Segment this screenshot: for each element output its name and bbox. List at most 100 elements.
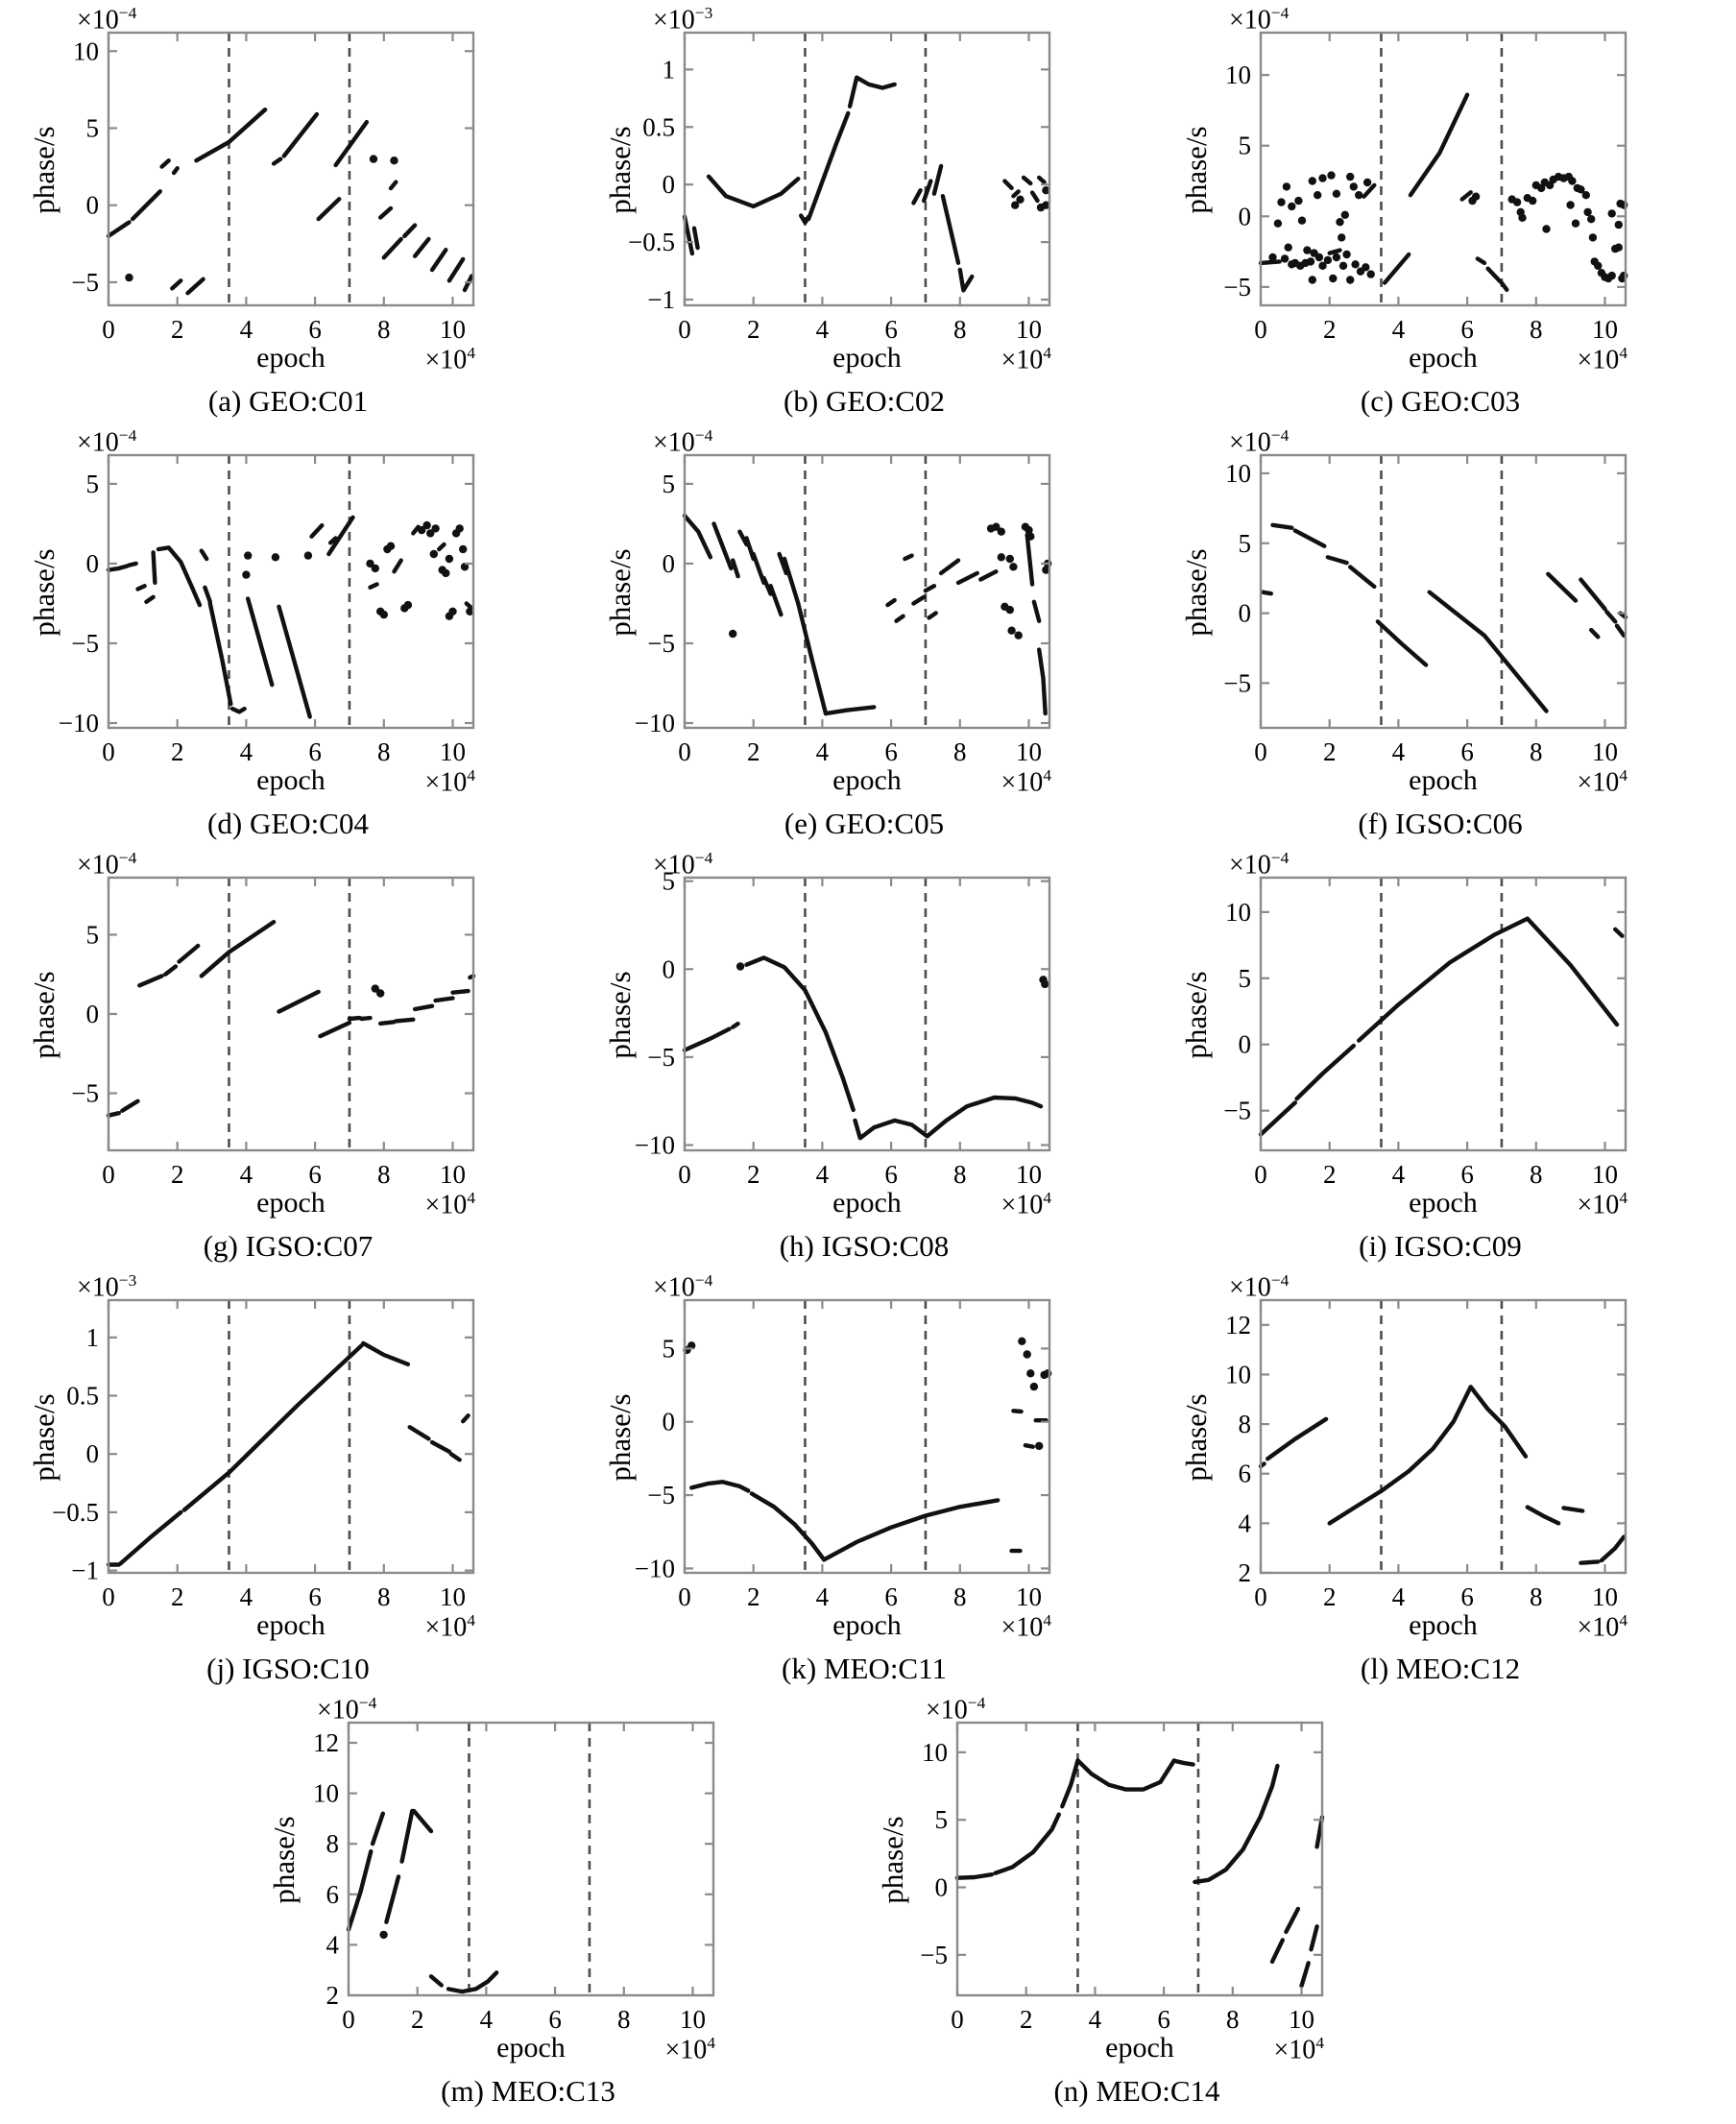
data-segment bbox=[127, 561, 138, 567]
x-axis-label: epoch bbox=[832, 764, 902, 796]
x-axis-label: epoch bbox=[256, 764, 326, 796]
data-segment bbox=[159, 157, 171, 169]
data-point bbox=[1314, 253, 1324, 262]
x-tick-label: 2 bbox=[1323, 1582, 1337, 1611]
x-tick-label: 8 bbox=[953, 1582, 967, 1611]
subplot-caption: (m) MEO:C13 bbox=[441, 2074, 615, 2108]
x-tick-label: 8 bbox=[953, 737, 967, 766]
data-point bbox=[735, 962, 745, 971]
x-tick-label: 4 bbox=[816, 737, 830, 766]
data-segment bbox=[428, 1974, 445, 1988]
data-point bbox=[1346, 276, 1355, 284]
y-tick-label: 8 bbox=[326, 1829, 340, 1858]
y-tick-label: 5 bbox=[1239, 132, 1252, 160]
y-axis-label: phase/s bbox=[603, 548, 637, 637]
data-point bbox=[1349, 182, 1358, 191]
data-segment bbox=[1325, 555, 1349, 566]
data-point bbox=[1362, 178, 1372, 187]
y-axis-offset-label: ×10−4 bbox=[77, 849, 137, 881]
y-axis-label: phase/s bbox=[27, 971, 60, 1059]
data-segment bbox=[433, 996, 455, 1003]
x-tick-label: 10 bbox=[1016, 1582, 1042, 1611]
x-tick-label: 2 bbox=[1020, 2005, 1033, 2034]
data-point bbox=[1346, 172, 1355, 181]
subplot-caption: (k) MEO:C11 bbox=[782, 1652, 947, 1685]
subplot-e-geo-c05: 0 2 4 6 8 10 5 0 −5 −10 ×10−4 phase/s epoch ×104 … bbox=[576, 426, 1152, 849]
y-tick-label: 10 bbox=[313, 1779, 339, 1808]
data-point bbox=[1277, 198, 1286, 206]
data-point bbox=[1042, 566, 1050, 574]
x-tick-label: 8 bbox=[377, 315, 391, 344]
data-segment bbox=[1327, 248, 1342, 255]
data-segment bbox=[682, 214, 695, 256]
y-tick-label: −5 bbox=[647, 629, 675, 658]
y-axis-offset-label: ×10−4 bbox=[1229, 4, 1290, 36]
data-segment bbox=[450, 988, 470, 995]
y-tick-label: 1 bbox=[663, 55, 676, 84]
data-segment bbox=[162, 964, 179, 977]
data-segment bbox=[1382, 252, 1411, 285]
y-tick-label: −10 bbox=[635, 1554, 675, 1582]
data-segment bbox=[923, 583, 937, 593]
data-point bbox=[1568, 177, 1577, 185]
x-tick-label: 4 bbox=[240, 315, 253, 344]
x-tick-label: 10 bbox=[1592, 1582, 1618, 1611]
y-tick-label: 0 bbox=[86, 549, 100, 578]
y-axis-label: phase/s bbox=[1179, 971, 1213, 1059]
y-axis-offset-label: ×10−3 bbox=[653, 4, 713, 36]
data-segment bbox=[170, 278, 183, 291]
x-tick-label: 8 bbox=[377, 1582, 391, 1611]
data-segment bbox=[411, 524, 421, 536]
data-point bbox=[242, 570, 251, 579]
x-tick-label: 2 bbox=[171, 1160, 184, 1189]
data-point bbox=[386, 542, 396, 550]
y-tick-label: 5 bbox=[86, 113, 100, 142]
y-tick-label: 0 bbox=[935, 1873, 949, 1902]
plot-canvas-d: 0 2 4 6 8 10 5 0 −5 −10 bbox=[59, 453, 475, 766]
data-segment bbox=[316, 197, 342, 222]
data-segment bbox=[978, 568, 999, 582]
data-point bbox=[429, 549, 438, 559]
data-point bbox=[1542, 225, 1551, 233]
y-tick-label: −10 bbox=[635, 1131, 675, 1160]
figure-row-1: 0 2 4 6 8 10 10 5 0 −5 ×10−4 phase/s epoch ×104 (… bbox=[0, 4, 1736, 426]
data-segment bbox=[309, 522, 325, 539]
axes-box bbox=[683, 31, 1051, 307]
data-segment bbox=[1327, 1385, 1473, 1526]
data-point bbox=[1018, 1337, 1026, 1345]
x-tick-label: 2 bbox=[171, 737, 184, 766]
y-tick-label: 5 bbox=[663, 470, 676, 498]
x-tick-label: 0 bbox=[1254, 1160, 1267, 1189]
data-segment bbox=[402, 223, 418, 239]
data-segment bbox=[346, 1848, 374, 1932]
x-axis-offset-label: ×104 bbox=[424, 344, 475, 375]
data-segment bbox=[1561, 1506, 1585, 1513]
y-tick-label: 2 bbox=[326, 1981, 340, 2010]
plot-canvas-g: 0 2 4 6 8 10 5 0 −5 bbox=[71, 876, 476, 1189]
data-point bbox=[403, 600, 413, 610]
data-segment bbox=[106, 564, 130, 572]
y-tick-label: 0 bbox=[1239, 202, 1252, 230]
subplot-c-geo-c03: 0 2 4 6 8 10 10 5 0 −5 ×10−4 phase/s epoch ×104 (… bbox=[1152, 4, 1728, 426]
data-segment bbox=[199, 548, 209, 562]
data-point bbox=[1297, 216, 1307, 225]
x-tick-label: 10 bbox=[1016, 737, 1042, 766]
data-segment bbox=[955, 570, 979, 586]
subplot-caption: (i) IGSO:C09 bbox=[1359, 1229, 1522, 1263]
y-tick-label: −5 bbox=[71, 629, 99, 658]
data-segment bbox=[181, 1343, 364, 1512]
y-tick-label: −5 bbox=[647, 1481, 675, 1509]
data-segment bbox=[1579, 577, 1607, 612]
axes-box bbox=[1259, 453, 1628, 730]
data-segment bbox=[277, 604, 312, 719]
x-tick-label: 6 bbox=[548, 2005, 562, 2034]
data-segment bbox=[730, 1021, 740, 1029]
data-segment bbox=[1011, 1409, 1024, 1414]
y-tick-label: −5 bbox=[1223, 273, 1251, 302]
axes-box bbox=[1259, 1298, 1628, 1575]
data-point bbox=[1607, 209, 1616, 218]
data-segment bbox=[1029, 190, 1040, 204]
data-segment bbox=[1485, 266, 1503, 284]
x-tick-label: 0 bbox=[678, 1582, 691, 1611]
plot-canvas-e: 0 2 4 6 8 10 5 0 −5 −10 bbox=[635, 453, 1052, 766]
